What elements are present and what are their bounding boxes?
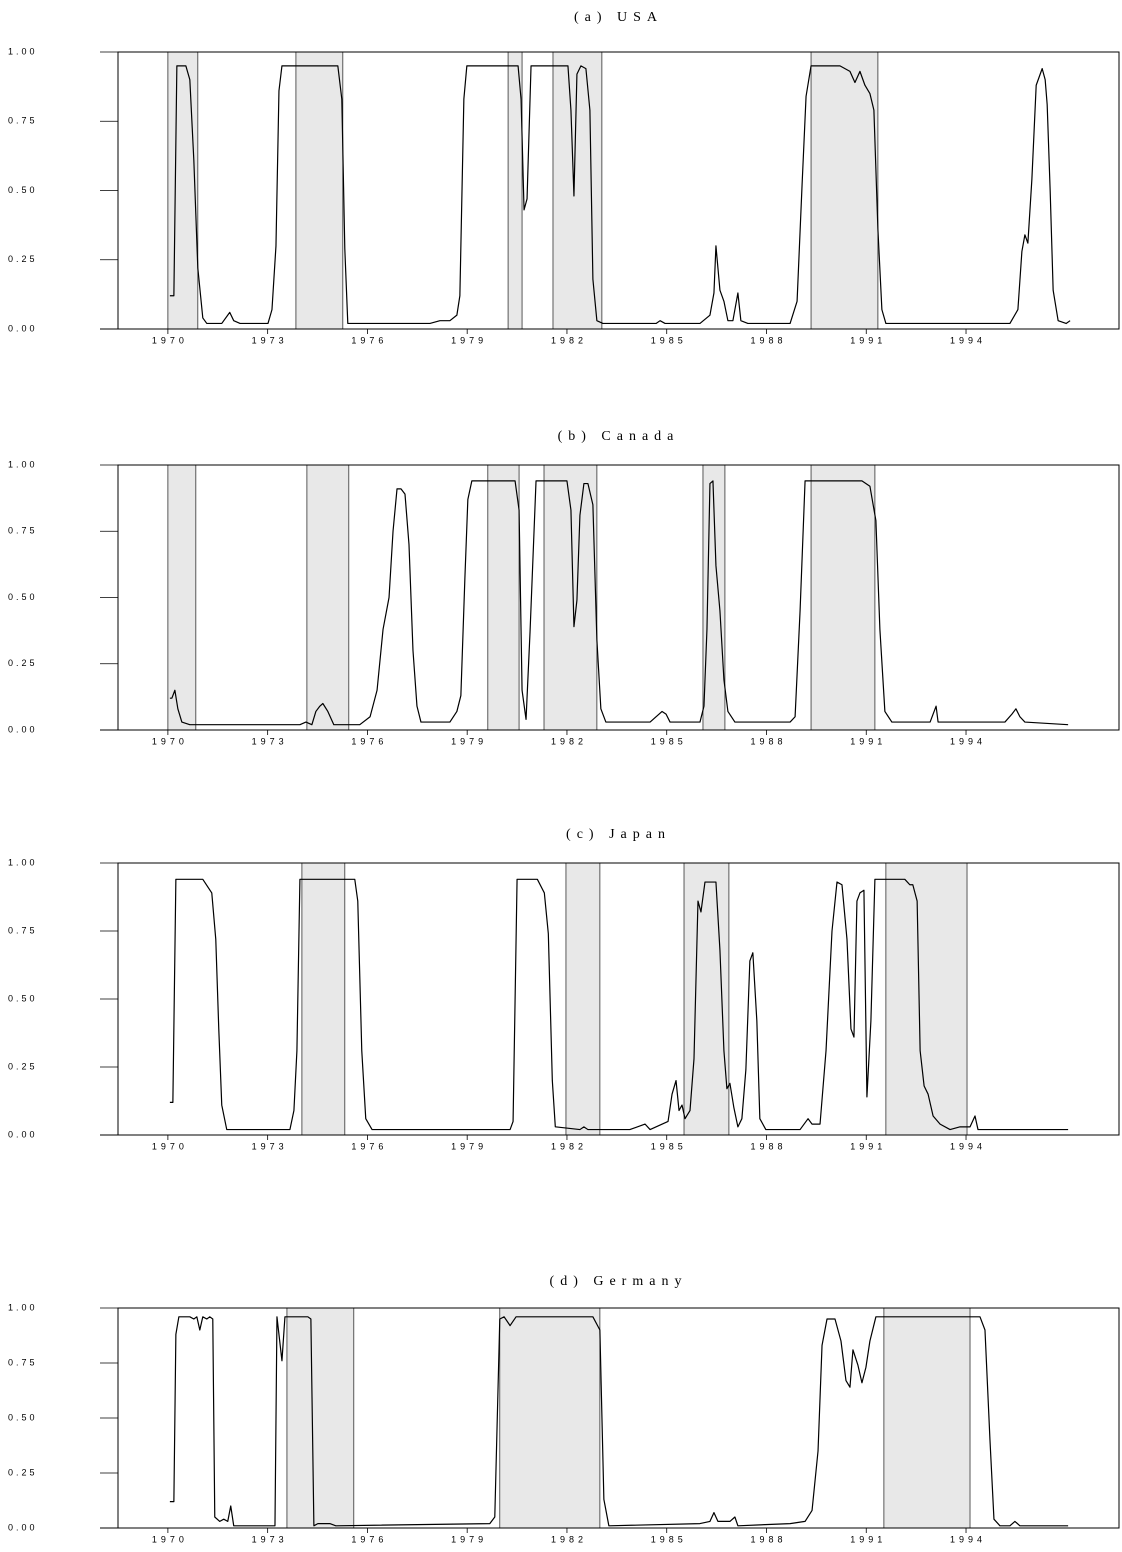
x-tick-label: 1982 [551, 335, 587, 345]
shaded-period [487, 464, 520, 731]
shaded-period [552, 51, 603, 330]
x-tick-label: 1994 [950, 1534, 986, 1544]
y-tick-label: 0.75 [8, 116, 38, 126]
y-tick-label: 0.75 [8, 1357, 38, 1367]
x-tick-label: 1991 [850, 1141, 886, 1151]
y-tick-label: 0.50 [8, 1412, 38, 1422]
y-tick-label: 1.00 [8, 1302, 38, 1312]
shaded-period [295, 51, 344, 330]
x-tick-label: 1970 [152, 335, 188, 345]
panel-title: (d) Germany [550, 1274, 688, 1289]
y-tick-label: 0.50 [8, 185, 38, 195]
y-tick-label: 0.75 [8, 925, 38, 935]
y-tick-label: 0.00 [8, 1522, 38, 1532]
x-tick-label: 1985 [651, 736, 687, 746]
x-tick-label: 1991 [850, 335, 886, 345]
x-tick-label: 1973 [252, 335, 288, 345]
plot-frame [117, 862, 1120, 1136]
x-tick-label: 1982 [551, 736, 587, 746]
x-tick-label: 1973 [252, 1141, 288, 1151]
y-tick-label: 0.00 [8, 1129, 38, 1139]
x-tick-label: 1994 [950, 335, 986, 345]
shaded-period [565, 862, 601, 1136]
y-tick-label: 0.25 [8, 1467, 38, 1477]
y-tick-label: 1.00 [8, 459, 38, 469]
y-tick-label: 0.25 [8, 254, 38, 264]
panel-title: (b) Canada [558, 429, 680, 444]
x-tick-label: 1994 [950, 736, 986, 746]
x-tick-label: 1988 [750, 1534, 786, 1544]
x-tick-label: 1979 [451, 1141, 487, 1151]
x-tick-label: 1979 [451, 1534, 487, 1544]
x-tick-label: 1970 [152, 736, 188, 746]
y-tick-label: 0.25 [8, 658, 38, 668]
plot-frame [117, 51, 1120, 330]
shaded-period [885, 862, 968, 1136]
x-tick-label: 1985 [651, 1141, 687, 1151]
panel-title: (c) Japan [566, 827, 671, 842]
x-tick-label: 1973 [252, 736, 288, 746]
x-tick-label: 1994 [950, 1141, 986, 1151]
x-tick-label: 1988 [750, 335, 786, 345]
y-tick-label: 1.00 [8, 46, 38, 56]
shaded-period [286, 1307, 355, 1529]
y-tick-label: 0.50 [8, 592, 38, 602]
x-tick-label: 1985 [651, 335, 687, 345]
shaded-period [499, 1307, 601, 1529]
probability-line [169, 878, 1069, 1131]
x-tick-label: 1979 [451, 335, 487, 345]
x-tick-label: 1991 [850, 736, 886, 746]
probability-line [169, 1316, 1069, 1527]
plot-frame [117, 464, 1120, 731]
x-tick-label: 1982 [551, 1534, 587, 1544]
x-tick-label: 1985 [651, 1534, 687, 1544]
shaded-period [167, 51, 199, 330]
x-tick-label: 1973 [252, 1534, 288, 1544]
shaded-period [167, 464, 197, 731]
shaded-period [306, 464, 350, 731]
y-tick-label: 0.00 [8, 724, 38, 734]
probability-line [169, 65, 1071, 325]
x-tick-label: 1970 [152, 1534, 188, 1544]
y-tick-label: 0.00 [8, 323, 38, 333]
shaded-period [301, 862, 346, 1136]
probability-line [169, 480, 1069, 726]
y-tick-label: 1.00 [8, 857, 38, 867]
x-tick-label: 1976 [351, 335, 387, 345]
x-tick-label: 1988 [750, 1141, 786, 1151]
y-tick-label: 0.50 [8, 993, 38, 1003]
x-tick-label: 1970 [152, 1141, 188, 1151]
shaded-period [810, 51, 879, 330]
x-tick-label: 1979 [451, 736, 487, 746]
y-tick-label: 0.75 [8, 526, 38, 536]
x-tick-label: 1991 [850, 1534, 886, 1544]
x-tick-label: 1988 [750, 736, 786, 746]
x-tick-label: 1976 [351, 1141, 387, 1151]
shaded-period [883, 1307, 971, 1529]
panel-title: (a) USA [574, 10, 663, 25]
x-tick-label: 1976 [351, 736, 387, 746]
y-tick-label: 0.25 [8, 1061, 38, 1071]
shaded-period [810, 464, 876, 731]
x-tick-label: 1976 [351, 1534, 387, 1544]
x-tick-label: 1982 [551, 1141, 587, 1151]
